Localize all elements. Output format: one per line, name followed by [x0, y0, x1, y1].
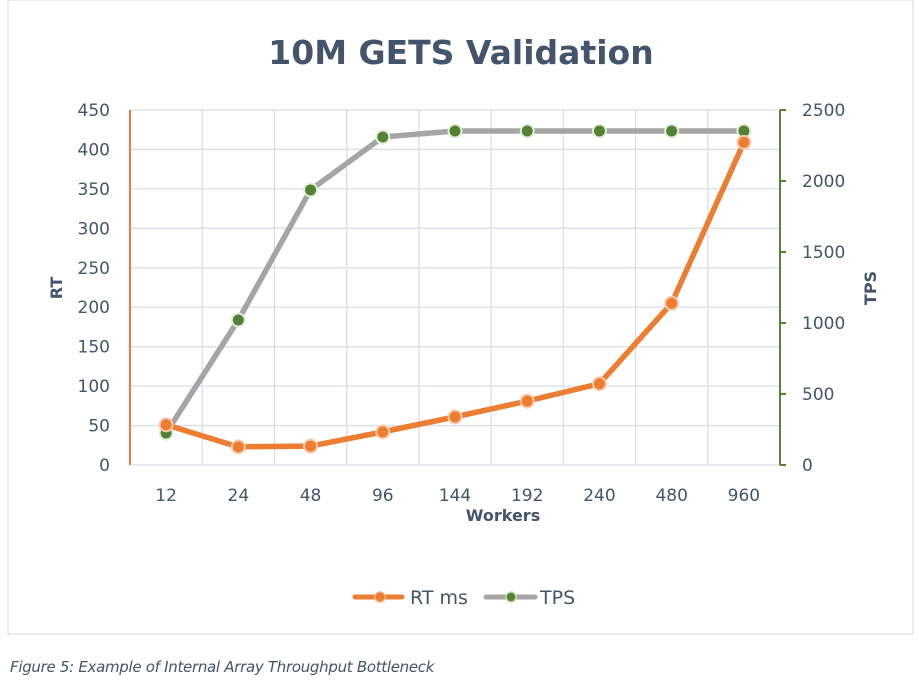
y-left-tick-label: 300 [78, 219, 110, 239]
data-point-tps [303, 182, 319, 198]
y-left-tick-label: 450 [78, 101, 110, 121]
y-left-tick-label: 150 [78, 338, 110, 358]
data-point-tps [230, 312, 246, 328]
y-left-tick-label: 200 [78, 298, 110, 318]
y-right-tick-label: 2000 [802, 172, 845, 192]
x-tick-label: 192 [511, 486, 543, 506]
x-tick-label: 24 [228, 486, 250, 506]
y-right-tick-label: 500 [802, 385, 834, 405]
chart: 10M GETS Validation 0 50 100 150 200 250 300 35… [7, 0, 914, 635]
data-point-rt [303, 438, 319, 454]
y-axis-left-label: RT [47, 277, 66, 300]
y-left-tick-label: 400 [78, 140, 110, 160]
data-point-tps [591, 123, 607, 139]
y-right-tick-label: 2500 [802, 101, 845, 121]
axes: 0 50 100 150 200 250 300 350 400 450 0 500 1000 1500 2… [78, 101, 846, 506]
data-point-rt [736, 134, 752, 150]
legend-marker-tps [505, 591, 517, 603]
x-axis-label: Workers [466, 506, 540, 525]
y-right-tick-label: 1000 [802, 314, 845, 334]
legend-item-tps: TPS [483, 587, 575, 609]
y-left-tick-label: 100 [78, 377, 110, 397]
legend-label-tps: TPS [539, 587, 575, 609]
y-right-tick-label: 1500 [802, 243, 845, 263]
data-point-tps [519, 123, 535, 139]
series [158, 123, 752, 455]
figure-caption: Figure 5: Example of Internal Array Thro… [10, 658, 435, 676]
chart-border [7, 0, 914, 635]
y-left-tick-label: 350 [78, 180, 110, 200]
legend: RT ms TPS [352, 587, 575, 609]
data-point-rt [664, 295, 680, 311]
data-point-tps [664, 123, 680, 139]
x-tick-label: 144 [439, 486, 471, 506]
data-point-rt [158, 417, 174, 433]
legend-item-rt: RT ms [352, 587, 468, 609]
legend-marker-rt [374, 591, 386, 603]
y-left-tick-label: 0 [99, 456, 110, 476]
data-point-rt [447, 409, 463, 425]
data-point-rt [230, 439, 246, 455]
data-point-tps [447, 123, 463, 139]
y-right-tick-label: 0 [802, 456, 813, 476]
x-tick-label: 240 [583, 486, 615, 506]
x-tick-label: 12 [155, 486, 177, 506]
data-point-rt [375, 424, 391, 440]
y-axis-right-label: TPS [861, 271, 880, 305]
x-tick-label: 48 [300, 486, 322, 506]
data-point-tps [375, 129, 391, 145]
x-tick-label: 96 [372, 486, 394, 506]
x-tick-label: 480 [655, 486, 687, 506]
data-point-rt [591, 376, 607, 392]
y-left-tick-label: 250 [78, 259, 110, 279]
legend-label-rt: RT ms [410, 587, 468, 609]
chart-title: 10M GETS Validation [268, 33, 653, 72]
data-point-rt [519, 393, 535, 409]
x-tick-label: 960 [728, 486, 760, 506]
grid [130, 109, 781, 466]
y-left-tick-label: 50 [88, 417, 110, 437]
